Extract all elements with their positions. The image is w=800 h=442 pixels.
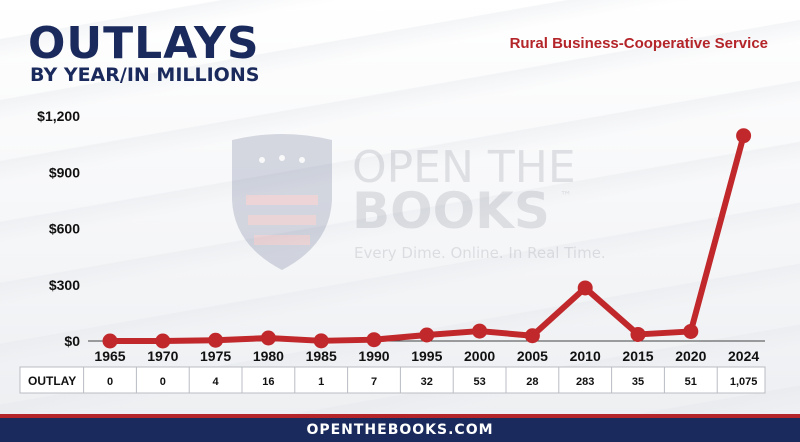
- table-cell-value: 0: [107, 376, 113, 388]
- data-point: [524, 328, 540, 344]
- page-title: OUTLAYS: [28, 18, 260, 69]
- table-cell-value: 7: [371, 376, 377, 388]
- x-tick-label: 1970: [147, 348, 178, 364]
- table-cell-value: 4: [213, 376, 220, 388]
- table-cell-value: 35: [632, 376, 644, 388]
- x-tick-label: 1975: [200, 348, 231, 364]
- x-tick-label: 2015: [622, 348, 653, 364]
- y-tick-label: $900: [49, 164, 80, 180]
- x-tick-label: 2020: [675, 348, 706, 364]
- x-tick-label: 2010: [570, 348, 601, 364]
- data-point: [260, 330, 276, 346]
- y-axis: $0 $300 $600 $900 $1,200: [37, 108, 80, 349]
- data-point: [630, 326, 646, 342]
- x-tick-label: 1965: [94, 348, 125, 364]
- x-tick-label: 2024: [728, 348, 759, 364]
- watermark-trademark: ™: [560, 189, 572, 203]
- x-axis-labels: 1965 1970 1975 1980 1985 1990 1995 2000 2005 2010…: [94, 348, 759, 364]
- outlays-chart: OPEN THE BOOKS ™ Every Dime. Online. In …: [19, 108, 766, 394]
- table-cell-value: 0: [160, 376, 166, 388]
- table-cell-value: 16: [262, 376, 274, 388]
- table-border: [19, 366, 766, 394]
- data-point: [736, 128, 752, 144]
- footer-url[interactable]: OPENTHEBOOKS.COM: [306, 422, 494, 438]
- data-point: [208, 332, 224, 348]
- y-tick-label: $1,200: [37, 108, 80, 124]
- x-tick-label: 1985: [306, 348, 337, 364]
- y-tick-label: $300: [49, 277, 80, 293]
- y-tick-label: $0: [64, 333, 80, 349]
- table-cell-value: 28: [526, 376, 538, 388]
- data-point: [366, 332, 382, 348]
- data-point: [102, 333, 118, 349]
- table-cell-value: 53: [473, 376, 485, 388]
- data-point: [683, 323, 699, 339]
- table-cell-value: 1,075: [730, 376, 758, 388]
- x-tick-label: 1995: [411, 348, 442, 364]
- watermark-line2: BOOKS: [352, 182, 550, 240]
- data-point: [419, 327, 435, 343]
- x-tick-label: 2000: [464, 348, 495, 364]
- agency-name: Rural Business-Cooperative Service: [509, 35, 768, 52]
- data-table: 0 0 4 16 1 7 32 53 28 283 35 51 1,075 OUTLAY: [19, 366, 766, 394]
- x-tick-label: 2005: [517, 348, 548, 364]
- x-tick-label: 1990: [358, 348, 389, 364]
- data-point: [472, 323, 488, 339]
- watermark-tagline: Every Dime. Online. In Real Time.: [354, 244, 606, 262]
- table-cell-value: 32: [421, 376, 433, 388]
- y-tick-label: $600: [49, 221, 80, 237]
- x-tick-label: 1980: [253, 348, 284, 364]
- data-point: [155, 333, 171, 349]
- table-cell-value: 51: [685, 376, 697, 388]
- table-row-label: OUTLAY: [28, 374, 76, 388]
- watermark: OPEN THE BOOKS ™ Every Dime. Online. In …: [232, 134, 606, 270]
- data-point: [313, 333, 329, 349]
- table-cell-value: 283: [576, 376, 594, 388]
- shield-logo-icon: [232, 134, 332, 270]
- data-point: [577, 280, 593, 296]
- table-cell-value: 1: [318, 376, 324, 388]
- series-line-group: [102, 128, 752, 349]
- footer-bar: OPENTHEBOOKS.COM: [0, 414, 800, 442]
- watermark-line1: OPEN THE: [352, 142, 576, 193]
- page-subtitle: BY YEAR/IN MILLIONS: [30, 64, 260, 86]
